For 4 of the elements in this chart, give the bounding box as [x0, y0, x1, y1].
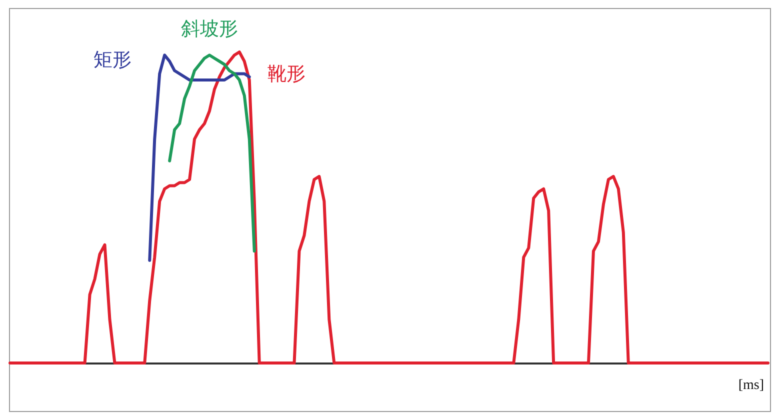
series-label: 靴形: [267, 63, 306, 85]
series-label: 矩形: [94, 49, 132, 72]
series-label: 斜坡形: [180, 18, 238, 40]
x-axis-title: [ms]: [738, 378, 764, 393]
